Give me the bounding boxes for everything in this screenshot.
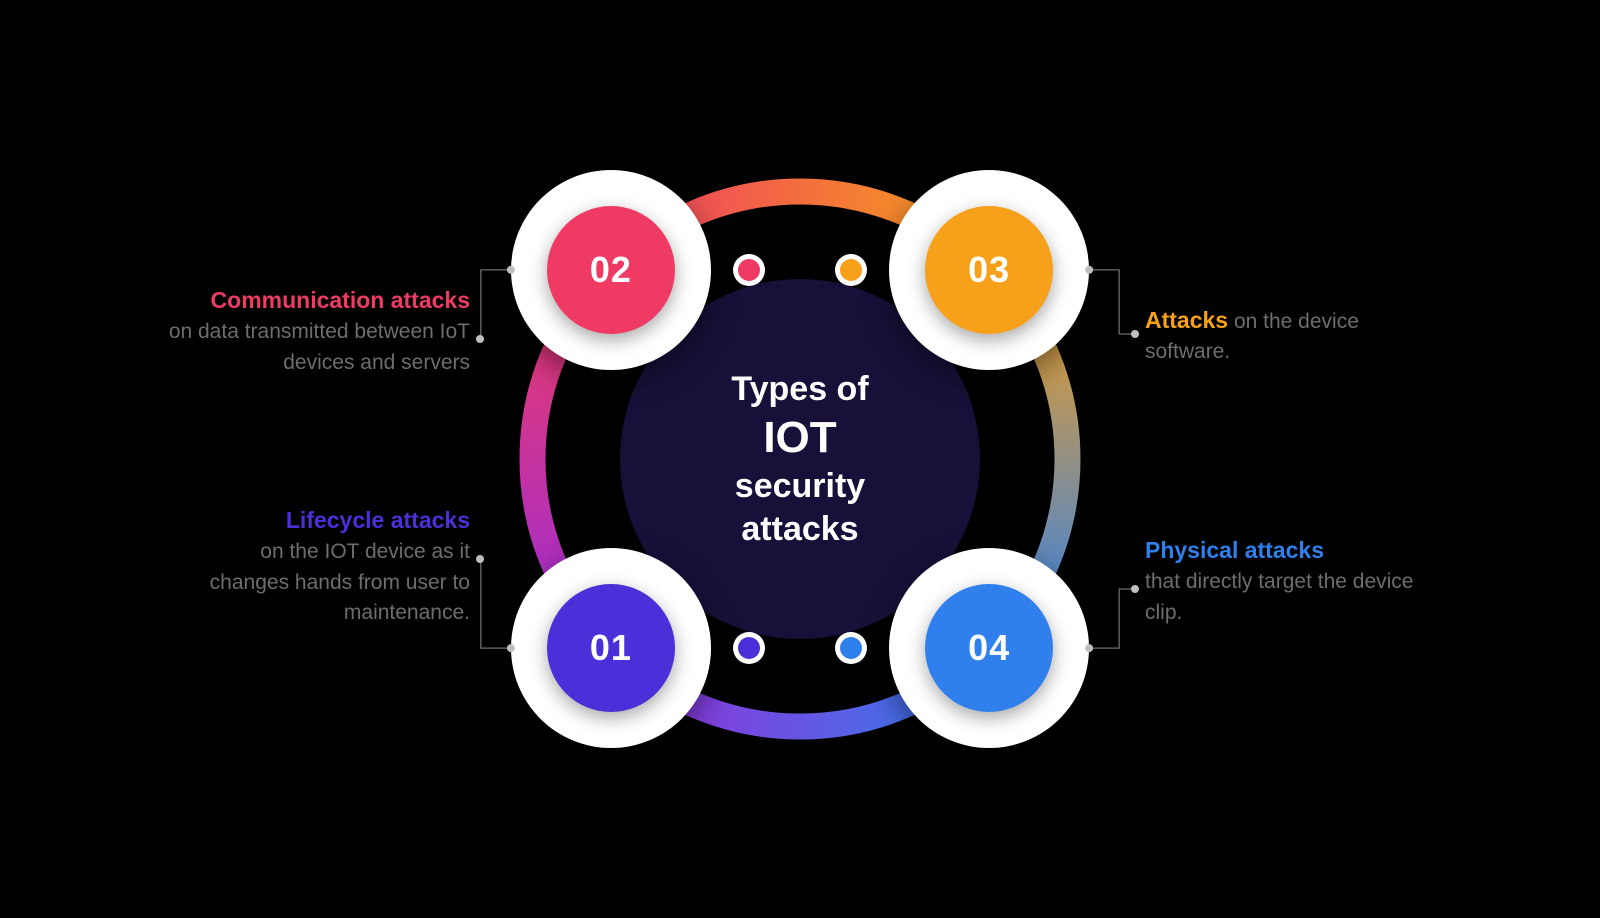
node-blue-inner: 04 (925, 584, 1053, 712)
label-lifecycle-title: Lifecycle attacks (200, 504, 470, 537)
infographic-stage: Types of IOT security attacks 01 02 03 04 C… (100, 29, 1500, 889)
label-software: Attacks on the device software. (1145, 304, 1435, 368)
center-line-1: Types of (731, 368, 868, 411)
node-blue: 04 (889, 548, 1089, 748)
node-purple: 01 (511, 548, 711, 748)
node-pink: 02 (511, 170, 711, 370)
center-line-4: attacks (741, 508, 858, 551)
center-line-3: security (735, 465, 865, 508)
label-comm: Communication attackson data transmitted… (160, 284, 470, 378)
label-lifecycle: Lifecycle attackson the IOT device as it… (200, 504, 470, 629)
node-pink-inner: 02 (547, 206, 675, 334)
accent-dot-1 (835, 254, 867, 286)
label-physical-title: Physical attacks (1145, 534, 1425, 567)
node-orange-inner: 03 (925, 206, 1053, 334)
node-purple-inner: 01 (547, 584, 675, 712)
node-orange: 03 (889, 170, 1089, 370)
label-software-text: Attacks on the device software. (1145, 304, 1435, 368)
label-physical: Physical attacksthat directly target the… (1145, 534, 1425, 628)
label-physical-body: that directly target the device clip. (1145, 567, 1425, 628)
accent-dot-0 (733, 254, 765, 286)
center-line-2: IOT (763, 410, 836, 465)
label-lifecycle-body: on the IOT device as it changes hands fr… (200, 537, 470, 628)
accent-dot-2 (835, 632, 867, 664)
label-comm-title: Communication attacks (160, 284, 470, 317)
label-comm-body: on data transmitted between IoT devices … (160, 317, 470, 378)
